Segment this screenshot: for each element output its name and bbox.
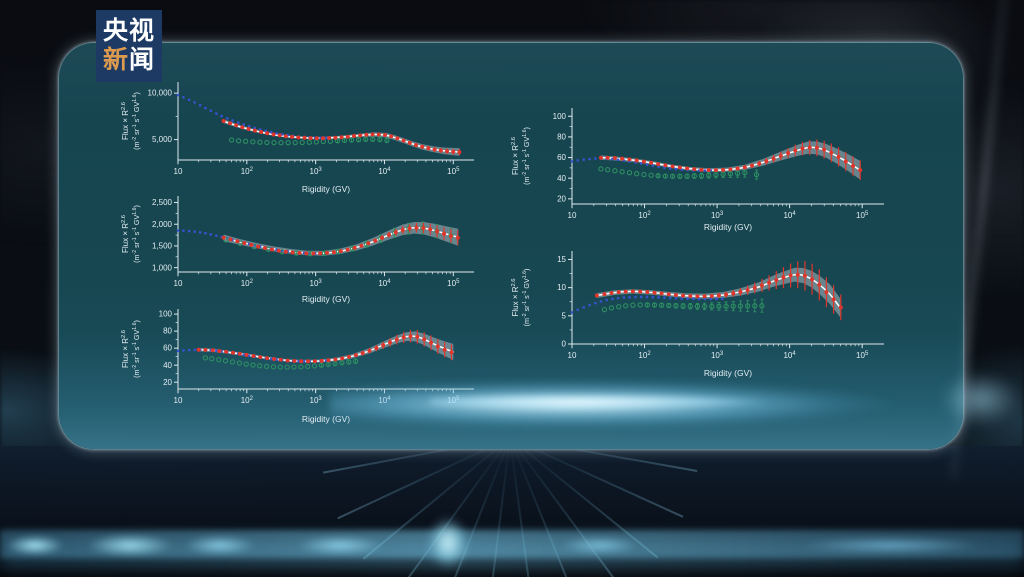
svg-text:100: 100 <box>159 310 173 319</box>
chart-svg-middle-left: 10 102 103 104 105 1,000 1,500 2,000 2,500 Rigidi… <box>121 196 474 304</box>
svg-text:104: 104 <box>783 211 796 220</box>
logo-text-xin: 新 <box>102 46 129 74</box>
cctv-news-logo: 央视 新闻 <box>96 10 162 82</box>
y-axis-label: (m-2 sr-1 s-1 GV1.6) <box>132 320 141 378</box>
svg-text:5: 5 <box>562 311 567 320</box>
svg-text:102: 102 <box>241 279 254 288</box>
svg-text:80: 80 <box>557 133 566 142</box>
series-blue-points <box>176 93 328 140</box>
light-flare <box>424 492 472 574</box>
uncertainty-band <box>596 267 841 318</box>
series-red-points <box>196 329 454 364</box>
axis-ticks-labels: 10 102 103 104 105 0 5 10 15 <box>557 255 869 360</box>
svg-text:10: 10 <box>174 279 183 288</box>
series-red-points <box>221 119 462 156</box>
svg-text:102: 102 <box>638 351 651 360</box>
series-red-points <box>221 222 460 256</box>
svg-text:60: 60 <box>557 153 566 162</box>
svg-text:10: 10 <box>568 351 577 360</box>
y-axis-label: Flux × R2.6 <box>511 278 520 316</box>
axis-ticks-labels: 10 102 103 104 105 20 40 60 80 100 <box>553 112 869 220</box>
svg-text:102: 102 <box>241 396 254 405</box>
y-axis-label: (m-2 sr-1 s-1 GV1.6) <box>132 205 141 263</box>
svg-text:105: 105 <box>447 167 460 176</box>
series-blue-points <box>570 295 724 314</box>
svg-text:40: 40 <box>163 361 172 370</box>
axis-ticks-labels: 10 102 103 104 105 5,000 10,000 <box>148 89 461 176</box>
svg-text:104: 104 <box>378 396 391 405</box>
chart-svg-top-left: 10 102 103 104 105 5,000 10,000 Rigidity (GV) Fl… <box>121 82 474 194</box>
svg-text:102: 102 <box>241 167 254 176</box>
x-axis-label: Rigidity (GV) <box>302 184 350 194</box>
svg-text:103: 103 <box>310 279 323 288</box>
svg-text:103: 103 <box>711 351 724 360</box>
chart-panel-middle-left: 10 102 103 104 105 1,000 1,500 2,000 2,500 Rigidi… <box>118 184 486 306</box>
svg-text:5,000: 5,000 <box>152 135 173 144</box>
svg-text:10: 10 <box>174 167 183 176</box>
svg-text:80: 80 <box>163 327 172 336</box>
svg-text:10: 10 <box>568 211 577 220</box>
svg-text:10: 10 <box>174 396 183 405</box>
svg-text:105: 105 <box>856 351 869 360</box>
logo-line-1: 央视 <box>103 17 155 46</box>
svg-text:15: 15 <box>557 255 566 264</box>
svg-text:60: 60 <box>163 344 172 353</box>
series-green-circles <box>601 298 765 313</box>
axis-ticks-labels: 10 102 103 104 105 1,000 1,500 2,000 2,500 <box>152 198 460 288</box>
y-axis-label: Flux × R2.6 <box>511 137 520 175</box>
model-line <box>222 226 459 255</box>
svg-text:10: 10 <box>557 283 566 292</box>
svg-text:104: 104 <box>378 279 391 288</box>
chart-svg-bottom-right: 10 102 103 104 105 0 5 10 15 Rigidity (GV) Flux × … <box>511 251 884 378</box>
chart-panel-bottom-right: 10 102 103 104 105 0 5 10 15 Rigidity (GV) Flux × … <box>508 238 908 380</box>
svg-text:10,000: 10,000 <box>148 89 173 98</box>
logo-text-yangshi: 央视 <box>102 17 155 45</box>
chart-svg-bottom-left: 10 102 103 104 105 20 40 60 80 100 Rigidity (GV) Fl… <box>121 309 474 424</box>
svg-text:20: 20 <box>557 194 566 203</box>
x-axis-label: Rigidity (GV) <box>704 368 752 378</box>
logo-line-2: 新闻 <box>103 46 155 75</box>
series-red-points <box>598 139 863 180</box>
svg-text:103: 103 <box>310 167 323 176</box>
series-green-circles <box>202 355 359 370</box>
svg-text:104: 104 <box>783 351 796 360</box>
svg-text:1,500: 1,500 <box>152 242 173 251</box>
horizon-light-dots <box>0 530 1024 558</box>
svg-text:2,000: 2,000 <box>152 220 173 229</box>
x-axis-label: Rigidity (GV) <box>704 222 752 232</box>
svg-text:0: 0 <box>562 340 567 349</box>
y-axis-label: Flux × R2.6 <box>121 102 130 140</box>
chart-panel-bottom-left: 10 102 103 104 105 20 40 60 80 100 Rigidity (GV) Fl… <box>118 296 486 426</box>
logo-text-wen: 闻 <box>129 46 156 74</box>
y-axis-label: Flux × R2.6 <box>121 330 130 368</box>
svg-text:105: 105 <box>856 211 869 220</box>
svg-text:104: 104 <box>378 167 391 176</box>
svg-text:40: 40 <box>557 174 566 183</box>
y-axis-label: (m-2 sr-1 s-1 GV1.6) <box>522 269 531 327</box>
svg-text:102: 102 <box>638 211 651 220</box>
series-red-points <box>594 261 843 321</box>
x-axis-label: Rigidity (GV) <box>302 414 350 424</box>
svg-text:105: 105 <box>447 396 460 405</box>
y-axis-label: (m-2 sr-1 s-1 GV1.6) <box>132 92 141 150</box>
chart-panel-top-right: 10 102 103 104 105 20 40 60 80 100 Rigidity (GV) Fl… <box>508 94 908 234</box>
svg-text:105: 105 <box>447 279 460 288</box>
x-axis-label: Rigidity (GV) <box>302 294 350 304</box>
chart-svg-top-right: 10 102 103 104 105 20 40 60 80 100 Rigidity (GV) Fl… <box>511 108 884 232</box>
axes <box>177 309 474 390</box>
y-axis-label: Flux × R2.6 <box>121 215 130 253</box>
svg-text:103: 103 <box>310 396 323 405</box>
y-axis-label: (m-2 sr-1 s-1 GV1.6) <box>522 127 531 185</box>
svg-text:103: 103 <box>711 211 724 220</box>
svg-text:1,000: 1,000 <box>152 263 173 272</box>
chart-panel-top-left: 10 102 103 104 105 5,000 10,000 Rigidity (GV) Fl… <box>118 68 486 196</box>
svg-text:100: 100 <box>553 112 567 121</box>
svg-text:20: 20 <box>163 378 172 387</box>
svg-text:2,500: 2,500 <box>152 198 173 207</box>
